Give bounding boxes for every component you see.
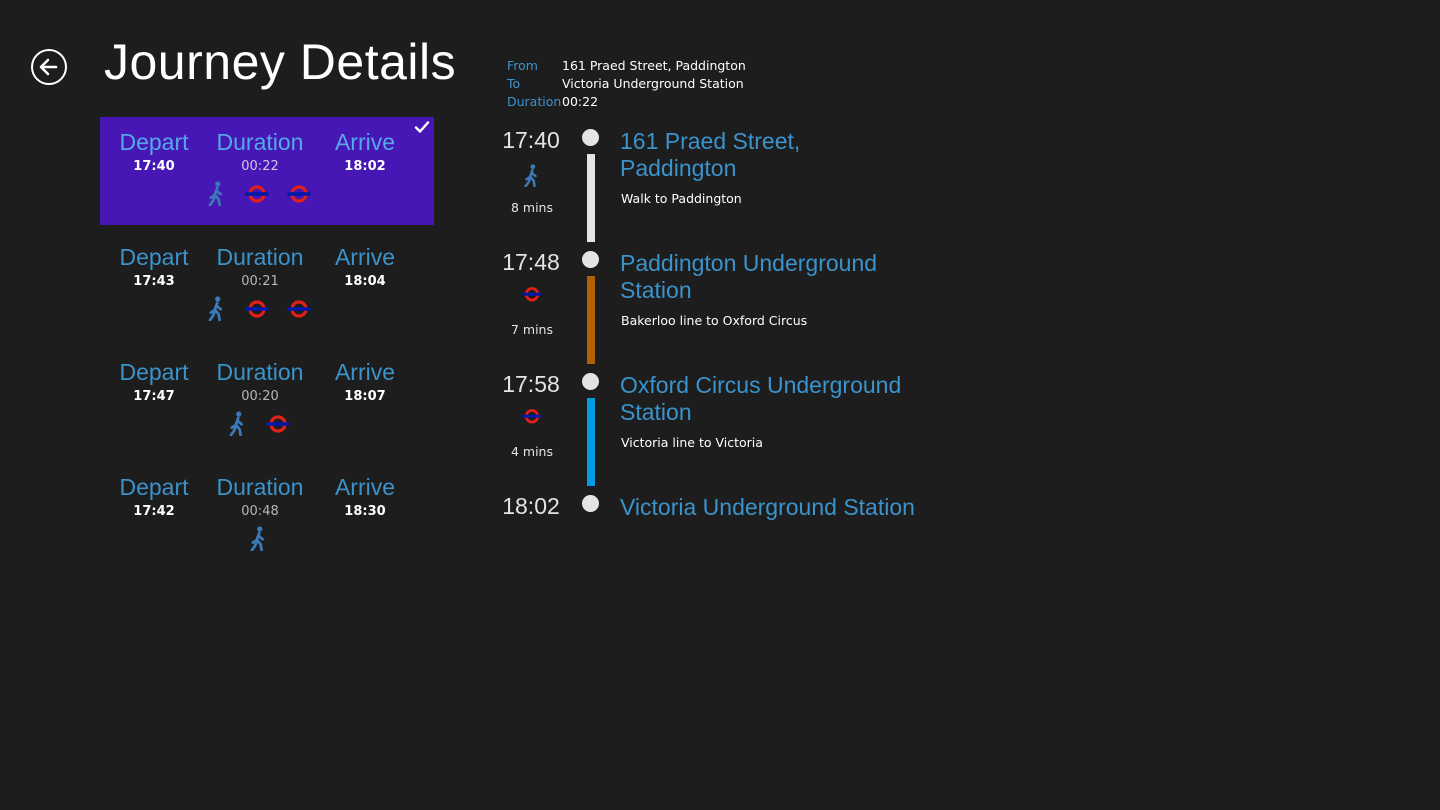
leg-icon-slot [522,408,542,432]
arrive-column: Arrive 18:07 [326,359,404,409]
page-title: Journey Details [104,34,457,90]
journey-options-list: Depart 17:40 Duration 00:22 Arrive 18:02… [100,117,434,577]
to-value: Victoria Underground Station [562,76,744,91]
stop-time: 17:40 [502,127,560,153]
duration-value: 00:20 [241,389,279,404]
stop-dot [582,251,599,268]
walk-icon [229,411,244,437]
depart-column: Depart 17:43 [112,244,196,294]
summary-from-row: From 161 Praed Street, Paddington [507,57,746,75]
stop-time: 17:48 [502,249,560,275]
back-button[interactable] [31,49,67,85]
duration-column: Duration 00:48 [212,474,308,524]
leg-description: Walk to Paddington [621,191,742,206]
walk-icon [208,296,223,322]
duration-value: 00:22 [241,159,279,174]
arrive-label: Arrive [334,129,396,155]
arrive-label: Arrive [334,359,396,385]
leg-duration: 8 mins [510,200,553,215]
mode-icons [100,181,418,207]
leg-duration: 4 mins [510,444,553,459]
leg-description: Bakerloo line to Oxford Circus [621,313,808,328]
depart-time: 17:47 [133,389,175,404]
duration-value: 00:48 [241,504,279,519]
depart-column: Depart 17:42 [112,474,196,524]
stop-name[interactable]: 161 Praed Street, Paddington [620,128,801,181]
duration-label: Duration [216,244,304,270]
arrive-label: Arrive [334,244,396,270]
summary-to-row: To Victoria Underground Station [507,75,746,93]
checkmark-icon [414,121,430,133]
stop-dot [582,129,599,146]
summary-duration-row: Duration 00:22 [507,93,746,111]
walk-icon [208,181,223,207]
stop-name[interactable]: Oxford Circus Underground Station [620,372,902,425]
underground-icon [245,299,269,318]
duration-column: Duration 00:20 [212,359,308,409]
walk-icon [524,164,537,188]
underground-icon [266,414,290,433]
journey-option-2[interactable]: Depart 17:43 Duration 00:21 Arrive 18:04 [100,232,434,340]
depart-time: 17:42 [133,504,175,519]
stop-dot [582,495,599,512]
journey-option-3[interactable]: Depart 17:47 Duration 00:20 Arrive 18:07 [100,347,434,455]
stop-name[interactable]: Victoria Underground Station [620,494,915,520]
stop-time: 18:02 [502,493,560,519]
underground-icon [522,409,542,424]
duration-column: Duration 00:21 [212,244,308,294]
leg-icon-slot [522,286,542,310]
from-label: From [507,58,538,73]
mode-icons [100,296,418,322]
duration-column: Duration 00:22 [212,129,308,179]
stop-dot [582,373,599,390]
from-value: 161 Praed Street, Paddington [562,58,746,73]
depart-time: 17:43 [133,274,175,289]
depart-time: 17:40 [133,159,175,174]
to-label: To [507,76,521,91]
depart-column: Depart 17:47 [112,359,196,409]
leg-duration: 7 mins [510,322,553,337]
duration-label: Duration [216,129,304,155]
underground-icon [287,299,311,318]
depart-label: Depart [119,244,189,270]
mode-icons [100,411,418,437]
depart-label: Depart [119,474,189,500]
depart-label: Depart [119,359,189,385]
arrive-time: 18:30 [344,504,386,519]
journey-summary: From 161 Praed Street, Paddington To Vic… [507,57,746,111]
arrow-left-icon [39,58,58,76]
arrive-column: Arrive 18:30 [326,474,404,524]
leg-bar [587,154,595,242]
leg-description: Victoria line to Victoria [621,435,763,450]
underground-icon [287,184,311,203]
duration-value: 00:22 [562,94,599,109]
arrive-column: Arrive 18:04 [326,244,404,294]
stop-name[interactable]: Paddington Underground Station [620,250,878,303]
arrive-label: Arrive [334,474,396,500]
walk-icon [250,526,265,552]
leg-bar [587,398,595,486]
mode-icons [100,526,418,552]
underground-icon [245,184,269,203]
duration-label: Duration [507,94,562,109]
arrive-time: 18:02 [344,159,386,174]
depart-label: Depart [119,129,189,155]
journey-option-4[interactable]: Depart 17:42 Duration 00:48 Arrive 18:30 [100,462,434,570]
journey-timeline: 17:40 8 mins 161 Praed Street, Paddingto… [500,122,1100,562]
journey-option-1[interactable]: Depart 17:40 Duration 00:22 Arrive 18:02 [100,117,434,225]
leg-bar [587,276,595,364]
duration-value: 00:21 [241,274,279,289]
depart-column: Depart 17:40 [112,129,196,179]
arrive-time: 18:04 [344,274,386,289]
duration-label: Duration [216,359,304,385]
duration-label: Duration [216,474,304,500]
leg-icon-slot [522,164,542,188]
arrive-column: Arrive 18:02 [326,129,404,179]
underground-icon [522,287,542,302]
arrive-time: 18:07 [344,389,386,404]
stop-time: 17:58 [502,371,560,397]
